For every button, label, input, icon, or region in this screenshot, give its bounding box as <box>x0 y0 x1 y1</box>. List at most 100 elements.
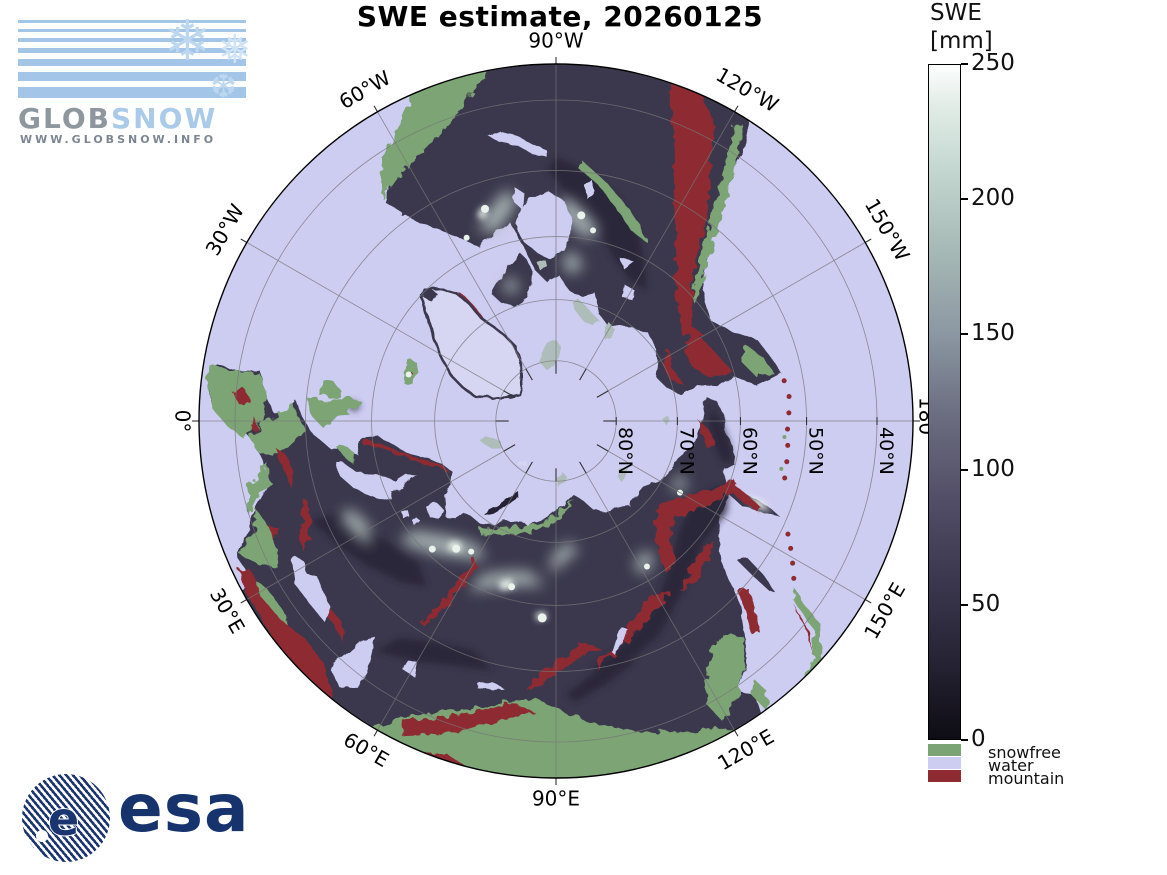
esa-logo: e esa <box>22 770 252 866</box>
map-region-iberia-green <box>207 366 266 438</box>
map-dot <box>463 234 470 241</box>
map-region-greenland-tip-dark <box>423 288 437 302</box>
map-dot <box>508 583 516 591</box>
map-region-ellesmere-island <box>540 339 560 371</box>
map-dot <box>779 466 784 471</box>
colorbar-tick <box>961 333 968 336</box>
rim-tick <box>240 238 248 243</box>
pole-tick <box>596 444 609 452</box>
colorbar-tick <box>961 198 968 201</box>
map-region-urals-red <box>421 557 478 627</box>
legend-label-snowfree: snowfree <box>988 743 1061 762</box>
map-region-southampton-island <box>536 259 548 271</box>
meridian-line <box>607 450 866 600</box>
map-region-putorana-glow <box>550 541 579 574</box>
map-dot <box>643 563 650 570</box>
globsnow-logo: ❄ ❅ ❆ GLOBSNOW WWW.GLOBSNOW.INFO <box>18 14 262 146</box>
map-region-stanovoy-red <box>679 539 714 592</box>
map-dot <box>781 378 787 384</box>
map-region-baltic-sea <box>336 461 417 501</box>
map-region-rockies-red <box>670 65 714 336</box>
map-region-alaska-range-red <box>682 331 735 378</box>
map-region-svalbard <box>478 437 502 449</box>
map-region-quebec-glow <box>478 189 518 234</box>
map-region-sikhote-red <box>739 587 759 634</box>
map-region-lake-baikal <box>611 626 628 655</box>
map-dot <box>481 204 490 213</box>
layer-lakes <box>291 130 635 690</box>
rim-tick <box>240 599 248 604</box>
meridian-line <box>246 450 505 600</box>
rim-tick <box>864 599 872 604</box>
map-dot <box>790 560 796 566</box>
lat-label-80°N: 80°N <box>614 427 636 475</box>
map-region-lake-ladoga <box>401 510 410 519</box>
rim-tick <box>864 238 872 243</box>
rim-tick <box>734 729 739 737</box>
map-region-black-sea <box>291 556 331 623</box>
esa-wordmark: esa <box>118 770 250 847</box>
legend-swatch-water <box>928 757 961 769</box>
map-region-lake-onega <box>412 517 420 526</box>
map-region-keewatin-glow <box>561 250 584 276</box>
map-region-balkans-red <box>268 525 281 541</box>
map-dot <box>428 545 436 553</box>
map-dot <box>782 434 787 439</box>
map-clip-group <box>199 64 913 778</box>
map-region-brooks-range-red <box>663 348 686 387</box>
map-region-ireland-green <box>320 379 342 398</box>
pole-tick <box>503 444 516 452</box>
map-dot <box>791 575 797 581</box>
meridian-line <box>246 242 505 392</box>
map-region-ne-siberia-red <box>654 479 735 576</box>
pole-tick <box>596 390 609 398</box>
meridian-line <box>377 472 527 731</box>
map-dot <box>784 459 790 465</box>
map-region-aral-sea <box>403 659 417 677</box>
map-region-baffin-glow <box>502 275 520 295</box>
lon-label-90°W: 90°W <box>528 29 583 53</box>
snowflake-icon: ❄ <box>164 9 211 74</box>
globsnow-stripes <box>18 20 250 104</box>
colorbar-tick-label: 150 <box>971 320 1015 347</box>
map-region-yakutia-glow <box>633 550 655 576</box>
map-dot <box>537 613 547 623</box>
map-region-prairie-green <box>578 161 648 243</box>
map-region-iberia-red <box>232 388 251 405</box>
map-dot <box>785 442 791 448</box>
meridian-line <box>377 111 527 370</box>
map-region-yakutia-dark <box>590 484 730 670</box>
map-region-iceland-green <box>401 359 419 384</box>
map-region-carpathians-red <box>298 498 311 551</box>
map-border <box>198 63 914 779</box>
pole-tick <box>579 461 587 474</box>
map-region-pamir-tianshan-red <box>402 702 536 737</box>
snowflake-icon: ❆ <box>210 67 237 105</box>
map-region-novaya-zemlya <box>484 491 519 516</box>
map-region-italy-green <box>245 461 271 515</box>
snowflake-icon: ❅ <box>218 27 252 73</box>
map-region-quebec-bright <box>477 206 489 221</box>
map-region-new-siberian-islands <box>617 467 628 483</box>
colorbar-tick-label: 200 <box>971 185 1015 212</box>
colorbar-tick <box>961 468 968 471</box>
map-region-pyrenees-red <box>253 415 259 432</box>
map-region-banks-island <box>604 322 614 340</box>
map-dot <box>785 531 791 537</box>
map-region-korea-green <box>751 678 768 711</box>
map-region-james-bay <box>513 187 524 210</box>
esa-emblem-icon: e <box>22 774 110 862</box>
map-region-great-bear-lake <box>622 285 635 300</box>
map-region-chukotka-red <box>699 421 717 448</box>
meridian-line <box>585 472 735 731</box>
lat-label-50°N: 50°N <box>805 427 827 475</box>
map-region-greenland <box>420 287 523 400</box>
map-region-great-lakes <box>487 130 547 157</box>
map-region-lake-balkhash <box>477 682 504 690</box>
map-region-uk-green <box>306 397 363 428</box>
map-region-balkan-green <box>240 507 279 569</box>
map-region-kamchatka-red <box>727 483 762 512</box>
map-region-kolyma-glow <box>673 475 686 492</box>
